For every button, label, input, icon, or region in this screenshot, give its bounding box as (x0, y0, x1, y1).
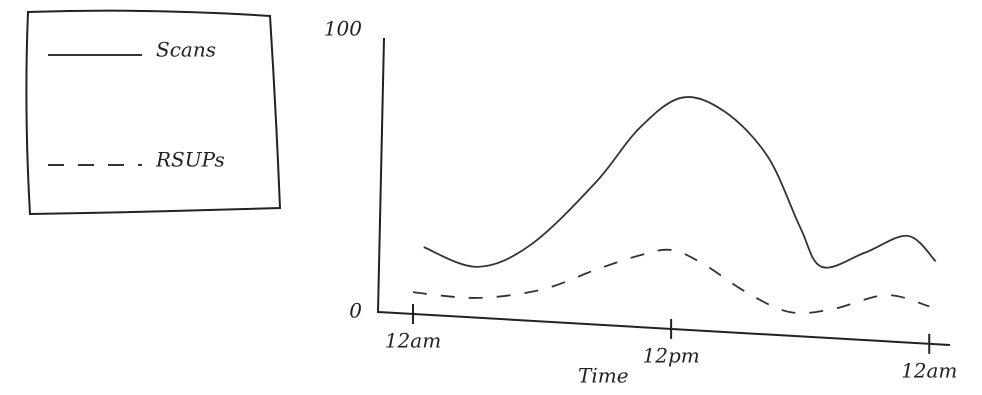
legend-label: Scans (156, 38, 216, 62)
x-tick-label: 12am (901, 358, 957, 382)
data-line (423, 96, 937, 269)
data-line (412, 248, 930, 315)
legend-box (25, 9, 282, 216)
y-tick-label: 0 (349, 299, 362, 323)
x-axis-label: Time (578, 364, 629, 388)
axes (376, 37, 951, 346)
x-tick-label: 12pm (643, 343, 700, 367)
x-tick-label: 12am (385, 329, 441, 353)
y-tick-label: 100 (324, 17, 362, 41)
legend-label: RSUPs (155, 148, 225, 172)
